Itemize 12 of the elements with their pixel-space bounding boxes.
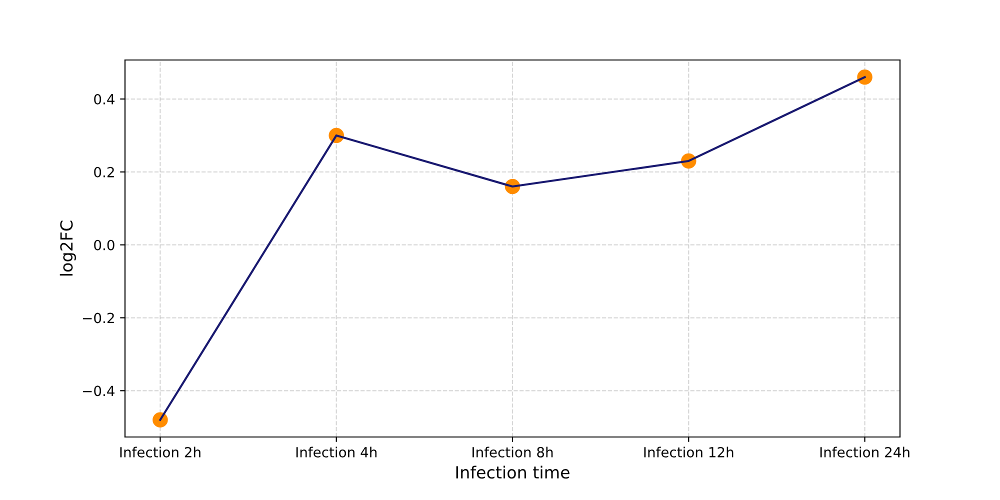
x-tick-label: Infection 2h (120, 446, 200, 458)
y-tick-label: −0.2 (83, 312, 114, 324)
x-tick-label: Infection 24h (820, 446, 910, 458)
y-axis-title: log2FC (60, 220, 76, 276)
x-tick-label: Infection 4h (296, 446, 376, 458)
y-tick-label: 0.2 (94, 166, 114, 178)
x-tick-label: Infection 8h (472, 446, 553, 458)
x-tick-label: Infection 12h (644, 446, 734, 458)
y-tick-label: −0.4 (83, 386, 114, 396)
y-tick-label: 0.0 (94, 240, 114, 250)
y-tick-label: 0.4 (94, 94, 114, 104)
x-axis-title: Infection time (456, 466, 570, 479)
